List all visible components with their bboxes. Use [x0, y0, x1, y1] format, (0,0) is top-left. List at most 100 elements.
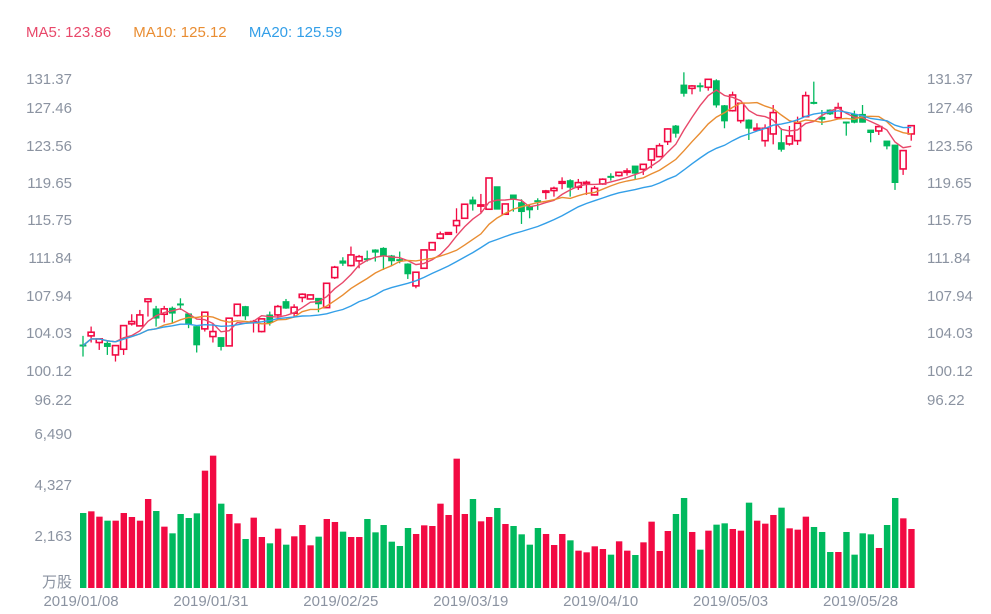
volume-bar-down: [364, 518, 371, 588]
volume-bar-down: [851, 554, 858, 588]
volume-bar-down: [567, 540, 574, 588]
volume-bar-down: [518, 534, 525, 588]
ma10-line: [82, 101, 912, 347]
candle-up: [736, 102, 745, 122]
candle-down: [867, 129, 875, 133]
volume-bar-up: [331, 521, 339, 588]
ma5-line: [82, 89, 912, 347]
price-axis-label-left: 96.22: [34, 392, 72, 409]
candle-up: [444, 231, 453, 236]
candle-up: [655, 144, 664, 158]
date-axis-label: 2019/05/03: [693, 593, 769, 610]
volume-bar-up: [786, 528, 793, 588]
volume-bar-up: [599, 549, 607, 588]
candle-down: [891, 144, 899, 184]
ma20-line: [82, 110, 912, 347]
volume-bar-up: [794, 529, 801, 588]
candle-up: [688, 85, 696, 90]
volume-bar-up: [445, 514, 452, 588]
volume-bar-down: [283, 544, 290, 588]
candle-down: [745, 119, 753, 129]
candle-down: [696, 85, 704, 88]
volume-bar-up: [250, 517, 257, 588]
candle-down: [241, 306, 249, 317]
volume-bar-up: [437, 503, 444, 588]
volume-bar-down: [778, 507, 785, 588]
volume-bar-up: [307, 545, 314, 588]
candle-down: [388, 255, 395, 262]
price-axis-label-right: 107.94: [927, 288, 973, 305]
volume-bar-up: [421, 525, 428, 588]
volume-bar-down: [193, 513, 201, 588]
volume-bar-up: [258, 537, 266, 588]
candle-up: [127, 320, 136, 325]
candle-up: [87, 331, 95, 337]
volume-bar-up: [299, 525, 306, 588]
volume-bar-down: [396, 545, 404, 588]
price-axis-label-right: 104.03: [927, 325, 973, 342]
volume-bar-up: [209, 455, 217, 588]
volume-bar-down: [80, 513, 87, 588]
date-axis-label: 2019/02/25: [303, 593, 379, 610]
volume-bar-up: [624, 550, 631, 588]
candle-down: [534, 200, 542, 203]
candle-down: [152, 308, 160, 319]
candle-down: [493, 186, 501, 210]
price-axis-label-left: 131.37: [26, 71, 72, 88]
volume-bar-up: [128, 516, 136, 588]
candle-up: [582, 181, 591, 185]
candle-up: [558, 180, 566, 185]
candle-down: [103, 342, 111, 347]
volume-bar-up: [161, 526, 168, 588]
volume-bar-up: [477, 521, 485, 588]
candle-down: [177, 303, 184, 306]
volume-bar-down: [388, 541, 395, 588]
volume-bar-up: [291, 536, 298, 588]
ma5-legend: MA5: 123.86: [26, 24, 112, 41]
volume-bar-down: [169, 533, 176, 588]
ma-legend: MA5: 123.86 MA10: 125.12 MA20: 125.59: [26, 24, 360, 41]
volume-bar-up: [575, 550, 582, 588]
volume-bar-up: [429, 525, 436, 588]
volume-bar-up: [559, 533, 566, 588]
volume-bar-down: [859, 533, 866, 588]
volume-bar-down: [469, 499, 477, 588]
volume-bar-up: [136, 520, 144, 588]
candle-up: [647, 148, 656, 161]
candle-up: [728, 94, 737, 112]
candle-down: [217, 337, 225, 347]
volume-bar-up: [226, 513, 233, 588]
volume-bar-up: [542, 533, 550, 588]
candle-up: [874, 125, 883, 132]
volume-bar-up: [753, 520, 761, 588]
volume-bar-up: [550, 544, 558, 588]
volume-bar-down: [104, 520, 111, 588]
volume-bar-up: [802, 516, 810, 588]
candle-down: [672, 125, 680, 134]
candle-up: [144, 298, 152, 303]
volume-axis-label: 2,163: [34, 528, 72, 545]
volume-bar-up: [591, 546, 598, 588]
candle-up: [485, 177, 493, 211]
volume-bar-up: [88, 511, 95, 588]
volume-bar-down: [218, 503, 225, 588]
volume-bar-down: [843, 531, 850, 588]
volume-bar-up: [234, 523, 241, 588]
volume-bar-down: [892, 497, 899, 588]
volume-bar-up: [648, 521, 655, 588]
volume-bar-down: [810, 526, 818, 588]
candle-up: [793, 122, 802, 142]
candle-up: [274, 305, 282, 316]
candle-up: [452, 219, 461, 227]
candle-down: [193, 326, 201, 346]
candle-up: [136, 314, 144, 327]
candle-up: [347, 254, 355, 267]
candle-up: [428, 241, 436, 251]
price-axis-label-left: 123.56: [26, 138, 72, 155]
price-axis-label-right: 115.75: [927, 212, 972, 229]
candle-down: [712, 80, 720, 106]
candle-down: [404, 263, 412, 275]
candle-down: [680, 84, 688, 94]
volume-bar-up: [640, 542, 647, 588]
